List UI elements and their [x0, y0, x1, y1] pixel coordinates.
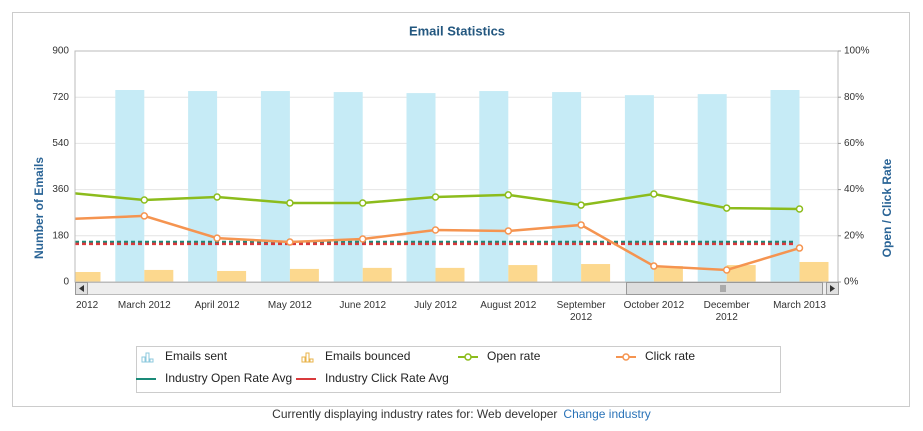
- x-tick-label: May 2012: [267, 300, 312, 311]
- point: [140, 196, 149, 204]
- point: [650, 190, 658, 198]
- x-tick-label: March 2013: [773, 300, 826, 311]
- legend-label: Industry Click Rate Avg: [325, 371, 449, 385]
- legend-icon: [464, 353, 472, 361]
- y2-axis-label: Open / Click Rate: [880, 158, 894, 257]
- legend-icon: [149, 358, 154, 363]
- bar: [726, 265, 756, 282]
- point: [140, 212, 149, 220]
- x-tick-label: 2012: [76, 300, 99, 311]
- point: [795, 205, 804, 213]
- point: [504, 227, 513, 235]
- bar: [581, 264, 611, 282]
- y-tick-label: 540: [52, 138, 69, 149]
- bar: [188, 91, 218, 282]
- point: [358, 199, 367, 207]
- bar: [362, 267, 392, 282]
- legend-icon: [145, 352, 150, 363]
- bar: [217, 270, 247, 282]
- point: [577, 201, 585, 209]
- bar: [435, 267, 465, 282]
- bar: [653, 266, 683, 282]
- bar: [624, 95, 654, 282]
- point: [504, 191, 513, 199]
- y-tick-label: 360: [52, 184, 69, 195]
- legend-label: Emails bounced: [325, 349, 410, 363]
- legend-label: Open rate: [487, 349, 541, 363]
- y-tick-label: 720: [52, 92, 69, 103]
- bar: [697, 94, 727, 283]
- x-tick-label: December 2012: [703, 300, 750, 323]
- x-tick-label: March 2012: [117, 300, 171, 311]
- chart-title: Email Statistics: [409, 23, 505, 38]
- arrow: [79, 285, 84, 292]
- point: [213, 193, 221, 201]
- point: [431, 226, 440, 234]
- point: [577, 221, 585, 229]
- y2-tick-label: 100%: [844, 46, 870, 57]
- y-axis-label: Number of Emails: [32, 157, 46, 259]
- point: [431, 193, 440, 201]
- grip: [720, 285, 726, 292]
- point: [722, 204, 731, 212]
- legend-icon: [141, 356, 146, 363]
- y-tick-label: 180: [52, 230, 69, 241]
- legend-label: Click rate: [645, 349, 695, 363]
- bar: [406, 93, 436, 283]
- plot: [75, 90, 829, 283]
- bar: [260, 91, 290, 282]
- bar: [552, 92, 582, 282]
- point: [722, 266, 731, 274]
- bar: [799, 261, 829, 282]
- y2-tick-label: 80%: [844, 92, 864, 103]
- legend-label: Industry Open Rate Avg: [165, 371, 292, 385]
- bar: [508, 265, 538, 282]
- legend-icon: [301, 356, 306, 363]
- bar: [479, 91, 509, 282]
- point: [286, 199, 294, 207]
- legend: [136, 346, 781, 393]
- legend-icon: [305, 352, 310, 363]
- bar: [75, 271, 101, 282]
- bar: [144, 269, 174, 282]
- point: [286, 238, 294, 246]
- x-tick-label: April 2012: [194, 300, 240, 311]
- y2-tick-label: 60%: [844, 138, 864, 149]
- x-tick-label: July 2012: [414, 300, 457, 311]
- y-tick-label: 0: [63, 277, 69, 288]
- legend-label: Emails sent: [165, 349, 228, 363]
- y2-tick-label: 40%: [844, 184, 864, 195]
- point: [358, 235, 367, 243]
- y2-tick-label: 20%: [844, 230, 864, 241]
- bar: [115, 90, 145, 282]
- point: [213, 234, 221, 242]
- x-tick-label: October 2012: [623, 300, 685, 311]
- y-tick-label: 900: [52, 46, 69, 57]
- footer-text: Currently displaying industry rates for:…: [272, 407, 558, 421]
- change-industry-link[interactable]: Change industry: [563, 407, 651, 421]
- x-tick-label: September 2012: [556, 300, 606, 323]
- point: [650, 262, 658, 270]
- y2-tick-label: 0%: [844, 277, 859, 288]
- bar: [333, 92, 363, 282]
- point: [795, 244, 804, 252]
- arrow: [830, 285, 835, 292]
- legend-icon: [622, 353, 630, 361]
- scrollbar[interactable]: [75, 282, 839, 295]
- legend-icon: [309, 358, 314, 363]
- footer: Currently displaying industry rates for:…: [0, 407, 923, 421]
- x-tick-label: June 2012: [339, 300, 387, 311]
- bar: [289, 268, 319, 282]
- x-tick-label: August 2012: [480, 300, 537, 311]
